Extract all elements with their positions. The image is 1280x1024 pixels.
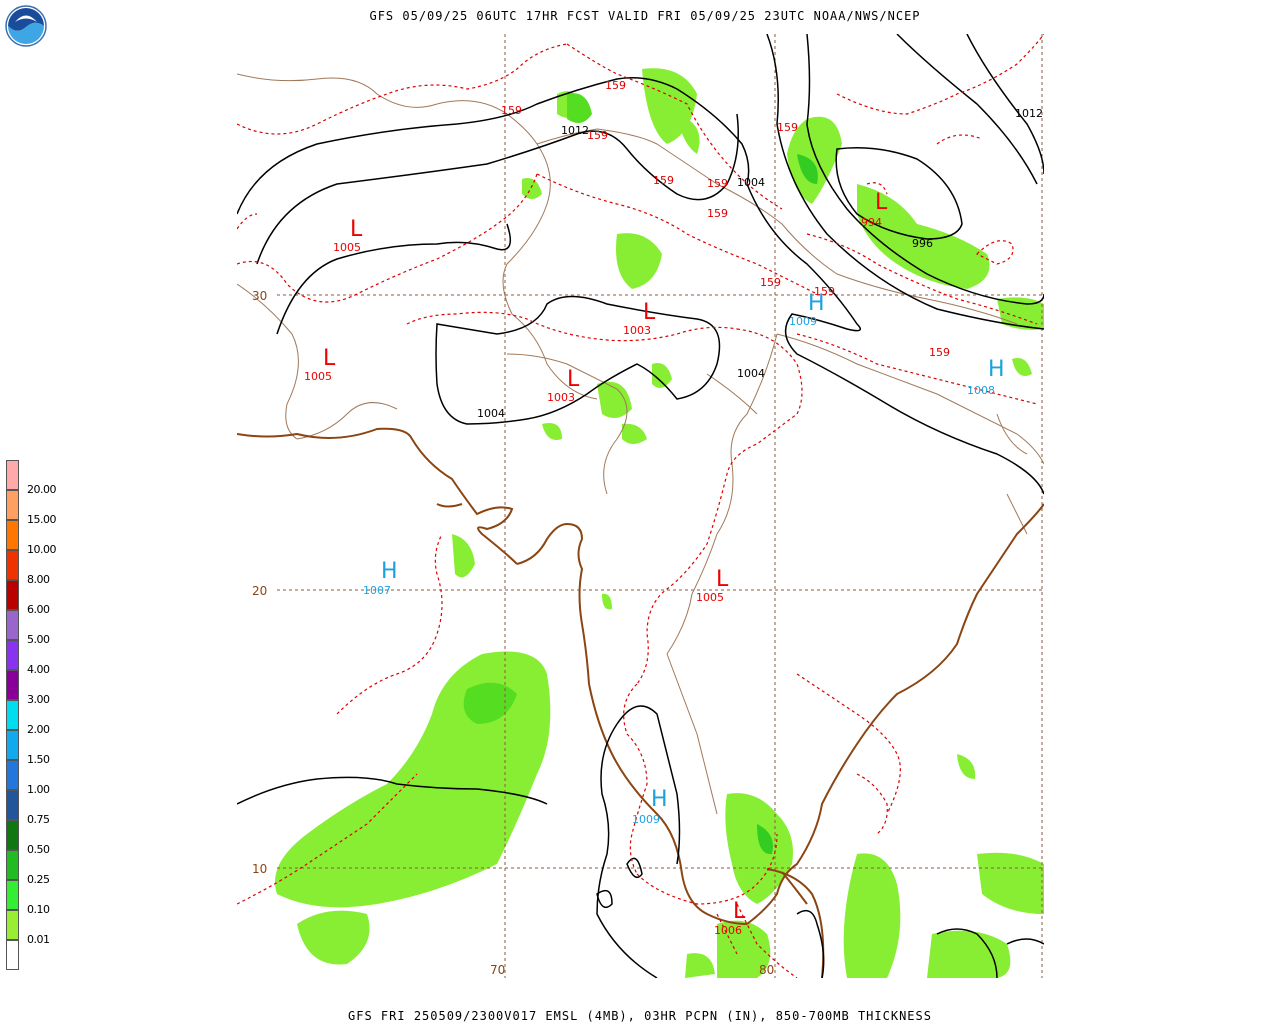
noaa-logo-icon: [5, 5, 47, 47]
legend-level-label: 8.00: [27, 573, 50, 586]
legend-level-label: 3.00: [27, 693, 50, 706]
isobar-label: 996: [912, 237, 933, 250]
high-pressure-value: 1009: [789, 315, 817, 328]
legend-swatch: [6, 790, 19, 820]
legend-level-label: 20.00: [27, 483, 57, 496]
low-pressure-symbol: L: [323, 346, 336, 371]
isobar-label: 1012: [561, 124, 589, 137]
low-pressure-symbol: L: [643, 300, 656, 325]
legend-swatch: [6, 850, 19, 880]
legend-level-label: 15.00: [27, 513, 57, 526]
legend-level-label: 5.00: [27, 633, 50, 646]
map-caption: GFS FRI 250509/2300V017 EMSL (4MB), 03HR…: [348, 1009, 932, 1023]
legend-swatch: [6, 910, 19, 940]
thickness-label: 159: [760, 276, 781, 289]
political-borders: [237, 73, 1044, 815]
thickness-contours: [237, 34, 1044, 978]
legend-level-label: 10.00: [27, 543, 57, 556]
thickness-label: 159: [707, 207, 728, 220]
high-pressure-value: 1007: [363, 584, 391, 597]
lat-label-10: 10: [252, 862, 267, 876]
legend-swatch: [6, 700, 19, 730]
legend-level-label: 4.00: [27, 663, 50, 676]
thickness-label: 159: [929, 346, 950, 359]
low-pressure-symbol: L: [567, 367, 580, 392]
low-pressure-symbol: L: [716, 567, 729, 592]
precipitation-areas: [275, 68, 1044, 978]
thickness-label: 159: [707, 177, 728, 190]
map-title: GFS 05/09/25 06UTC 17HR FCST VALID FRI 0…: [369, 9, 921, 23]
low-pressure-symbol: L: [733, 899, 746, 924]
legend-level-label: 1.50: [27, 753, 50, 766]
lon-label-80: 80: [759, 963, 774, 977]
legend-level-label: 0.75: [27, 813, 50, 826]
coastline: [237, 427, 1044, 978]
low-pressure-value: 994: [861, 216, 882, 229]
high-pressure-value: 1008: [967, 384, 995, 397]
thickness-label: 159: [587, 129, 608, 142]
isobar-label: 1004: [477, 407, 505, 420]
isobar-contours: [237, 34, 1044, 978]
legend-swatch: [6, 640, 19, 670]
isobar-label: 1004: [737, 176, 765, 189]
thickness-label: 159: [501, 104, 522, 117]
low-pressure-symbol: L: [350, 217, 363, 242]
lat-label-30: 30: [252, 289, 267, 303]
legend-swatch: [6, 460, 19, 490]
thickness-label: 159: [653, 174, 674, 187]
low-pressure-value: 1005: [333, 241, 361, 254]
low-pressure-value: 1003: [623, 324, 651, 337]
legend-swatch: [6, 760, 19, 790]
thickness-label: 159: [777, 121, 798, 134]
legend-swatch: [6, 580, 19, 610]
legend-swatch: [6, 490, 19, 520]
legend-swatch: [6, 670, 19, 700]
precip-legend: 20.00 15.00 10.00 8.00 6.00 5.00 4.00 3.00 2.00 1…: [6, 460, 66, 973]
lat-label-20: 20: [252, 584, 267, 598]
low-pressure-symbol: L: [875, 190, 888, 215]
high-pressure-symbol: H: [808, 291, 825, 316]
high-pressure-value: 1009: [632, 813, 660, 826]
legend-swatch: [6, 550, 19, 580]
high-pressure-symbol: H: [651, 787, 668, 812]
legend-level-label: 0.25: [27, 873, 50, 886]
isobar-label: 1004: [737, 367, 765, 380]
high-pressure-symbol: H: [381, 559, 398, 584]
legend-level-label: 0.01: [27, 933, 50, 946]
legend-swatch: [6, 820, 19, 850]
low-pressure-value: 1005: [696, 591, 724, 604]
isobar-label: 1012: [1015, 107, 1043, 120]
legend-level-label: 6.00: [27, 603, 50, 616]
legend-swatch: [6, 880, 19, 910]
legend-level-label: 0.10: [27, 903, 50, 916]
low-pressure-value: 1006: [714, 924, 742, 937]
high-pressure-symbol: H: [988, 357, 1005, 382]
thickness-label: 159: [605, 79, 626, 92]
thickness-label: 159: [814, 285, 835, 298]
weather-map: 30 20 10 70 80 1012 1004 1004 996 1012 1…: [237, 34, 1044, 978]
legend-level-label: 1.00: [27, 783, 50, 796]
legend-swatch: [6, 520, 19, 550]
legend-swatch: [6, 610, 19, 640]
low-pressure-value: 1003: [547, 391, 575, 404]
legend-swatch: [6, 730, 19, 760]
low-pressure-value: 1005: [304, 370, 332, 383]
lat-lon-grid: [277, 34, 1044, 978]
legend-level-label: 0.50: [27, 843, 50, 856]
legend-swatch: [6, 940, 19, 970]
legend-level-label: 2.00: [27, 723, 50, 736]
lon-label-70: 70: [490, 963, 505, 977]
